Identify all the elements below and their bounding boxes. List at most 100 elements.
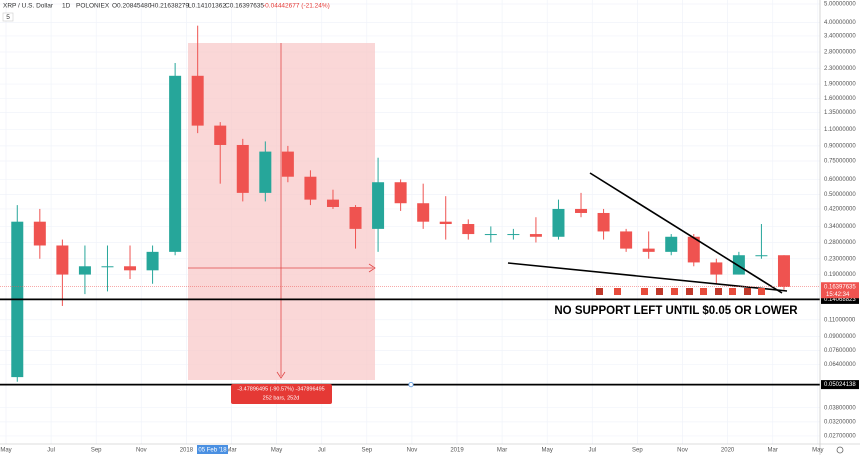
y-tick-label: 0.23000000 [824, 256, 856, 262]
candle-body [597, 212, 610, 232]
ohlc: O0.20845480 [112, 3, 152, 10]
measure-area [188, 43, 375, 380]
last-price-box [821, 282, 859, 299]
y-tick-label: 0.03200000 [824, 419, 856, 425]
candle-body [33, 221, 46, 246]
y-tick-label: 1.90000000 [824, 82, 856, 88]
y-tick-label: 0.60000000 [824, 177, 856, 183]
event-icon [729, 288, 736, 295]
measure-box [231, 384, 332, 404]
candle-body [124, 266, 137, 271]
y-tick-label: 0.75000000 [824, 159, 856, 165]
event-icons [596, 288, 765, 295]
candle-body [259, 151, 272, 193]
candle-body [417, 203, 430, 222]
measure-text: 252 bars, 252d [263, 395, 300, 401]
x-tick-label: Jul [318, 448, 326, 454]
y-tick-label: 0.50000000 [824, 192, 856, 198]
symbol: XRP / U.S. Dollar [3, 3, 54, 10]
ohlc: L0.14101362 [188, 3, 226, 10]
scale-button[interactable] [2, 12, 14, 22]
event-icon [715, 288, 722, 295]
handle [408, 381, 414, 388]
candle-body [56, 245, 69, 275]
measure-text: -3.47896495 (-90.57%) -347896495 [237, 386, 324, 392]
event-icon [744, 288, 751, 295]
candle-body [575, 208, 588, 213]
price-label: 0.14068823 [824, 297, 856, 303]
candle-body [665, 236, 678, 252]
y-tick-label: 1.35000000 [824, 110, 856, 116]
annotation: NO SUPPORT LEFT UNTIL $0.05 OR LOWER [554, 305, 798, 317]
candle-body [191, 75, 204, 126]
ohlc: C0.16397635 [225, 3, 264, 10]
y-tick-label: 0.34000000 [824, 224, 856, 230]
y-tick-label: 0.03800000 [824, 405, 856, 411]
settings-icon[interactable] [836, 446, 844, 454]
candle-body [462, 224, 475, 235]
event-icon [641, 288, 648, 295]
x-tick-label: Mar [497, 448, 507, 454]
candle-body [304, 176, 317, 200]
y-tick-label: 1.10000000 [824, 127, 856, 133]
candle-body [755, 255, 768, 257]
candle-body [394, 182, 407, 204]
ohlc: H0.21638279 [150, 3, 189, 10]
event-icon [596, 288, 603, 295]
y-tick-label: 2.30000000 [824, 66, 856, 72]
event-icon [700, 288, 707, 295]
exchange: POLONIEX [76, 3, 110, 10]
candle-body [214, 125, 227, 145]
event-icon [758, 288, 765, 295]
candle-body [507, 234, 520, 236]
y-tick-label: 3.40000000 [824, 34, 856, 40]
x-tick-label: Mar [226, 448, 236, 454]
y-tick-label: 1.60000000 [824, 96, 856, 102]
x-tick-label: May [542, 448, 553, 454]
price-label: 0.05024138 [824, 382, 856, 388]
crosshair-date: 05 Feb '18 [198, 448, 227, 454]
x-tick-label: Nov [677, 448, 688, 454]
x-tick-label: 2019 [450, 448, 464, 454]
candle-body [101, 266, 114, 268]
countdown: 15:42:34 [826, 292, 850, 298]
x-tick-label: 2018 [180, 448, 194, 454]
candle-body [687, 236, 700, 263]
candle-body [620, 231, 633, 249]
x-tick-label: Sep [632, 448, 643, 454]
trend-line [589, 172, 783, 294]
x-tick-label: Sep [91, 448, 102, 454]
x-tick-label: Mar [768, 448, 778, 454]
candle-body [439, 221, 452, 225]
y-tick-label: 0.42000000 [824, 207, 856, 213]
y-tick-label: 2.80000000 [824, 50, 856, 56]
y-tick-label: 0.90000000 [824, 143, 856, 149]
change: -0.04442677 (-21.24%) [263, 3, 330, 10]
scale-button-label[interactable]: 5 [6, 14, 10, 21]
y-tick-label: 0.19000000 [824, 272, 856, 278]
grid [0, 0, 820, 444]
x-tick-label: May [271, 448, 282, 454]
y-tick-label: 4.00000000 [824, 20, 856, 26]
last-price-label: 0.16397635 [824, 284, 856, 290]
x-tick-label: Jul [588, 448, 596, 454]
x-tick-label: 2020 [721, 448, 735, 454]
y-tick-label: 0.28000000 [824, 240, 856, 246]
y-tick-label: 0.07600000 [824, 348, 856, 354]
candle-body [169, 75, 182, 252]
event-icon [656, 288, 663, 295]
x-tick-label: Sep [361, 448, 372, 454]
candle-body [642, 248, 655, 252]
candle-body [281, 151, 294, 177]
candle-body [529, 234, 542, 237]
price-label-box [821, 294, 859, 304]
y-tick-label: 0.11000000 [824, 317, 856, 323]
candle-body [349, 206, 362, 229]
y-tick-label: 0.02700000 [824, 434, 856, 440]
y-tick-label: 5.00000000 [824, 2, 856, 8]
candle-body [372, 182, 385, 229]
y-tick-label: 0.09000000 [824, 334, 856, 340]
price-label-box [821, 380, 859, 390]
